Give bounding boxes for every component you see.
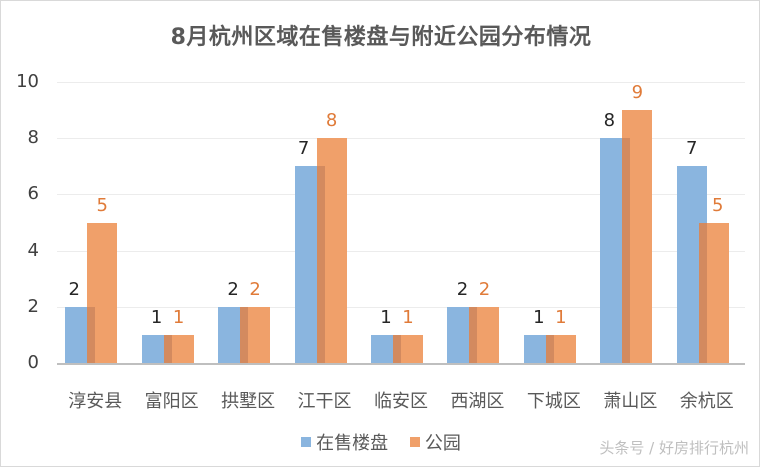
data-label: 1 [150, 306, 163, 328]
bar-overlap [240, 306, 249, 363]
watermark: 头条号 / 好房排行杭州 [599, 439, 749, 457]
y-tick-label: 8 [27, 127, 39, 149]
data-label: 1 [533, 306, 545, 328]
x-tick-label: 拱墅区 [221, 391, 276, 412]
data-label: 1 [555, 306, 567, 328]
bar-overlap [469, 306, 478, 363]
x-tick-label: 西湖区 [450, 391, 505, 412]
gridline [57, 194, 745, 196]
data-label: 1 [402, 306, 414, 328]
data-label: 2 [478, 278, 491, 300]
x-tick-label: 临安区 [374, 391, 428, 412]
legend-label: 公园 [424, 433, 461, 454]
legend-swatch-blue-icon [301, 437, 312, 447]
x-tick-label: 淳安县 [68, 391, 123, 412]
x-tick-label: 江干区 [297, 391, 352, 412]
x-tick-label: 富阳区 [144, 391, 199, 412]
data-label: 2 [227, 278, 239, 300]
y-tick-label: 6 [27, 183, 39, 205]
data-label: 1 [380, 306, 392, 328]
x-tick-label: 下城区 [526, 391, 581, 412]
data-label: 2 [456, 278, 469, 300]
legend-label: 在售楼盘 [316, 433, 389, 454]
bar-overlap [163, 334, 172, 363]
y-tick-label: 10 [16, 71, 39, 92]
bar-overlap [622, 138, 631, 363]
legend: 在售楼盘 公园 [1, 429, 760, 455]
x-tick-label: 萧山区 [603, 391, 658, 412]
data-label: 8 [603, 110, 616, 132]
bar-overlap [698, 222, 707, 363]
bar-overlap [87, 306, 96, 363]
gridline [57, 250, 745, 252]
legend-item-listings: 在售楼盘 [301, 429, 388, 455]
gridline [57, 138, 745, 140]
data-label: 1 [172, 306, 185, 328]
gridline [57, 306, 745, 308]
data-label: 7 [686, 138, 698, 160]
y-tick-label: 4 [27, 239, 39, 261]
x-tick-label: 余杭区 [679, 391, 734, 412]
bar-overlap [393, 334, 401, 363]
data-label: 5 [96, 194, 108, 216]
data-label: 2 [249, 278, 261, 300]
x-axis-line [57, 363, 745, 365]
y-tick-label: 2 [27, 295, 39, 317]
legend-swatch-orange-icon [409, 437, 420, 447]
gridline [57, 82, 745, 83]
y-tick-label: 0 [27, 352, 39, 373]
chart-title: 8月杭州区域在售楼盘与附近公园分布情况 [170, 25, 592, 50]
data-label: 9 [631, 82, 644, 104]
data-label: 2 [68, 278, 80, 300]
bar-overlap [316, 166, 325, 363]
data-label: 7 [297, 138, 310, 160]
legend-item-parks: 公园 [409, 429, 461, 455]
bar-overlap [545, 334, 554, 363]
data-label: 8 [325, 110, 338, 132]
data-label: 5 [712, 194, 724, 216]
